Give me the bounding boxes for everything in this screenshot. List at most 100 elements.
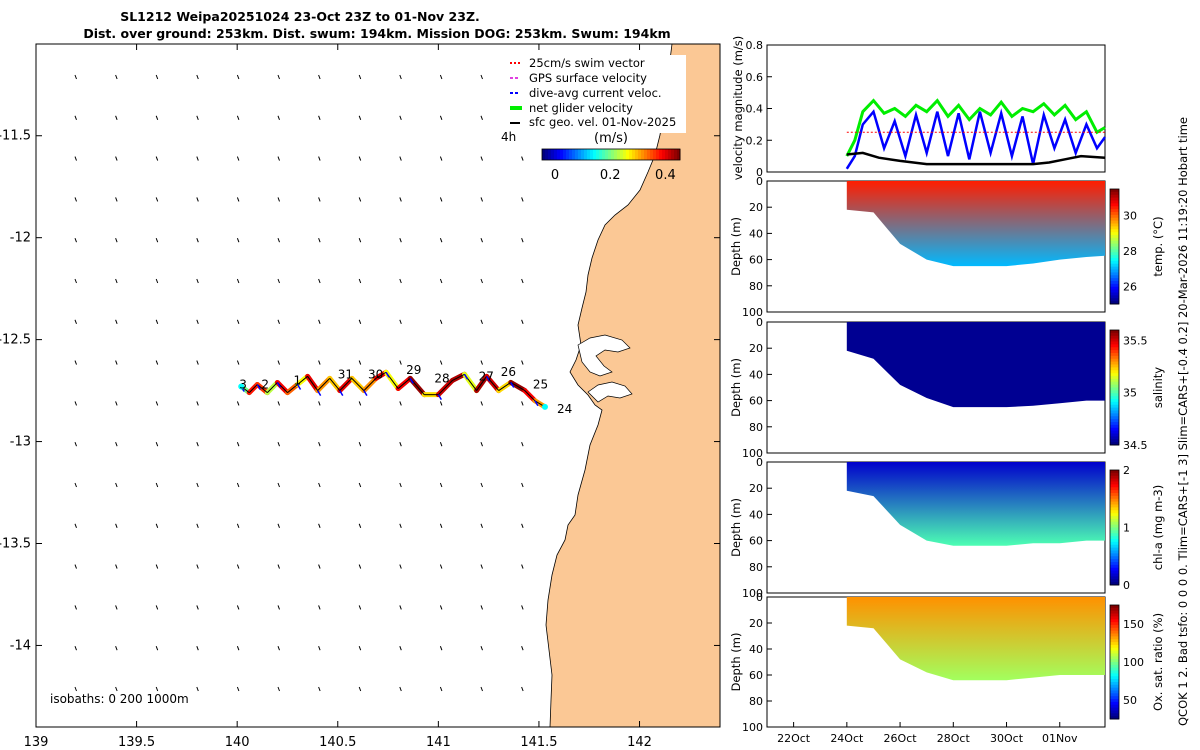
heatmap-colorbar-tick-label: 2 <box>1123 464 1130 477</box>
colorbar-cell <box>554 149 558 160</box>
heatmap-colorbar-cell <box>1110 292 1119 296</box>
heatmap-y-tick-label: 20 <box>749 617 763 630</box>
velocity-series-line <box>845 98 1106 157</box>
heatmap-panel-1: 0 20 40 60 80 100 Depth (m) 26 28 30 temp. (°C) <box>729 175 1165 319</box>
track-centerline <box>351 378 365 391</box>
heatmap-colorbar-cell <box>1110 493 1119 497</box>
velocity-arrow <box>358 197 362 202</box>
isobaths-label: isobaths: 0 200 1000m <box>50 692 189 706</box>
heatmap-y-tick-label: 100 <box>742 447 763 460</box>
velocity-arrow <box>318 319 321 324</box>
velocity-arrow <box>196 360 199 365</box>
heatmap-y-tick-label: 60 <box>749 669 763 682</box>
map-x-tick-label: 140.5 <box>319 735 356 750</box>
dive-avg-arrow <box>385 371 390 378</box>
heatmap-colorbar-cell <box>1110 298 1119 302</box>
velocity-arrow <box>236 401 240 406</box>
velocity-arrow <box>358 319 362 324</box>
velocity-arrow <box>318 482 321 488</box>
colorbar-cell <box>629 149 633 160</box>
heatmap-colorbar-cell <box>1110 607 1119 612</box>
velocity-arrow <box>236 605 240 610</box>
heatmap-colorbar-cell <box>1110 521 1119 526</box>
velocity-arrow <box>318 442 321 447</box>
heatmap-colorbar-tick-label: 50 <box>1123 694 1137 707</box>
colorbar-cell <box>674 149 678 160</box>
velocity-y-tick-label: 0.8 <box>746 39 764 52</box>
velocity-arrow <box>318 360 321 365</box>
heatmap-colorbar-cell <box>1110 240 1119 245</box>
heatmap-colorbar-cell <box>1110 217 1119 222</box>
colorbar-cell <box>668 149 672 160</box>
dive-avg-arrow <box>339 390 344 396</box>
velocity-arrow <box>439 605 443 610</box>
heatmap-colorbar-cell <box>1110 556 1119 560</box>
heatmap-y-tick-label: 80 <box>749 695 763 708</box>
velocity-arrow <box>480 319 483 324</box>
velocity-arrow <box>399 115 402 120</box>
velocity-arrow-field <box>74 74 524 692</box>
colorbar-cell <box>551 149 555 160</box>
velocity-arrow <box>115 523 118 528</box>
velocity-arrow <box>236 197 240 202</box>
heatmap-y-tick-label: 0 <box>756 316 763 329</box>
heatmap-colorbar-cell <box>1110 653 1119 657</box>
velocity-arrow <box>115 115 118 120</box>
heatmap-colorbar-cell <box>1110 487 1119 491</box>
heatmap-colorbar-cell <box>1110 410 1119 414</box>
velocity-arrow <box>155 74 159 80</box>
velocity-arrow <box>358 646 362 651</box>
heatmap-colorbar-cell <box>1110 436 1119 440</box>
track-centerline <box>437 380 453 396</box>
velocity-arrow <box>521 564 524 569</box>
velocity-arrow <box>196 605 199 610</box>
velocity-arrow <box>277 360 280 365</box>
day-label: 25 <box>533 377 548 391</box>
heatmap-colorbar-cell <box>1110 636 1119 640</box>
heatmap-colorbar-cell <box>1110 472 1119 477</box>
legend-dive-label: dive-avg current veloc. <box>529 86 662 100</box>
heatmap-colorbar-cell <box>1110 696 1119 700</box>
heatmap-colorbar-cell <box>1110 644 1119 649</box>
heatmap-colorbar-cell <box>1110 335 1119 340</box>
heatmap-colorbar-cell <box>1110 676 1119 680</box>
legend-gps-label: GPS surface velocity <box>529 71 647 85</box>
heatmap-data-area <box>846 181 1105 267</box>
velocity-arrow <box>115 238 118 243</box>
day-label: 31 <box>338 367 353 381</box>
velocity-arrow <box>358 401 362 406</box>
velocity-arrow <box>196 646 199 651</box>
heatmap-colorbar-cell <box>1110 347 1119 351</box>
heatmap-colorbar-tick-label: 26 <box>1123 280 1137 293</box>
heatmap-colorbar-cell <box>1110 373 1119 377</box>
heatmap-colorbar-cell <box>1110 286 1119 291</box>
speed-colorbar: 0 0.2 0.4 <box>541 148 681 183</box>
heatmap-colorbar-cell <box>1110 301 1119 305</box>
map-y-tick-label: -11.5 <box>0 129 31 144</box>
heatmap-colorbar-cell <box>1110 484 1119 488</box>
colorbar-cell <box>611 149 615 160</box>
heatmap-colorbar-cell <box>1110 624 1119 629</box>
velocity-arrow <box>358 360 362 365</box>
heatmap-colorbar-cell <box>1110 355 1119 360</box>
velocity-arrow <box>155 156 159 161</box>
velocity-arrow <box>155 442 159 447</box>
heatmap-colorbar-cell <box>1110 416 1119 420</box>
heatmap-colorbar-cell <box>1110 667 1119 672</box>
legend-swim-label: 25cm/s swim vector <box>529 56 645 70</box>
heatmap-panel-2: 0 20 40 60 80 100 Depth (m) 34.5 35 35.5 salinity <box>729 316 1165 460</box>
track-centerline <box>248 384 258 393</box>
velocity-arrow <box>277 197 280 202</box>
heatmap-colorbar-cell <box>1110 582 1119 586</box>
velocity-arrow <box>115 646 118 651</box>
legend-item-dive: dive-avg current veloc. <box>510 86 662 100</box>
velocity-arrow <box>155 278 159 284</box>
heatmap-colorbar-cell <box>1110 341 1119 345</box>
velocity-arrow <box>521 646 524 651</box>
velocity-arrow <box>318 564 321 569</box>
velocity-series-line <box>845 108 1107 170</box>
velocity-arrow <box>480 523 483 528</box>
velocity-arrow <box>74 442 77 447</box>
legend-sfc-label: sfc geo. vel. 01-Nov-2025 <box>529 115 676 129</box>
